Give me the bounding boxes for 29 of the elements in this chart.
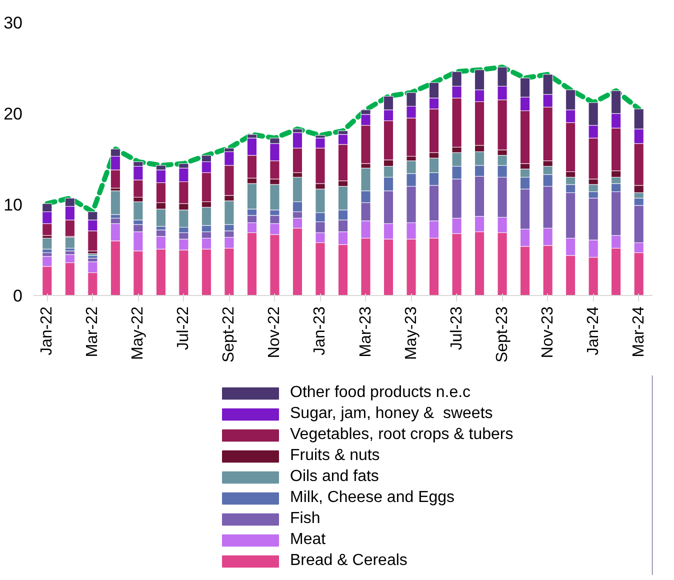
- x-tick-label: Mar-22: [84, 306, 102, 358]
- legend-label: Sugar, jam, honey & sweets: [290, 405, 493, 423]
- x-tick-label: Sept-23: [494, 306, 511, 363]
- x-tick-label: Jan-23: [312, 306, 329, 356]
- x-tick-label: May-23: [402, 306, 420, 360]
- x-tick-label: Jan-24: [584, 306, 602, 356]
- x-tick-label: Nov-22: [266, 306, 284, 358]
- legend-label: Fruits & nuts: [290, 447, 380, 465]
- y-tick-label: 20: [4, 104, 23, 124]
- x-tick-label: Jul-22: [175, 306, 192, 350]
- x-tick-label: Sept-22: [220, 306, 238, 363]
- y-tick-label: 0: [13, 286, 23, 306]
- y-tick-label: 10: [4, 196, 23, 214]
- x-tick-label: May-22: [130, 306, 147, 360]
- legend-label: Other food products n.e.c: [290, 384, 471, 402]
- x-tick-label: Jul-23: [448, 306, 466, 350]
- legend-label: Vegetables, root crops & tubers: [290, 426, 514, 444]
- legend-label: Bread & Cereals: [290, 552, 408, 570]
- bar: [110, 190, 120, 215]
- bar: [42, 238, 52, 250]
- y-tick-label: 30: [4, 14, 23, 32]
- x-tick-label: Mar-24: [630, 306, 648, 358]
- legend-label: Fish: [290, 510, 320, 528]
- legend-label: Oils and fats: [290, 468, 379, 486]
- legend-label: Milk, Cheese and Eggs: [290, 489, 455, 507]
- x-tick-label: Nov-23: [539, 306, 556, 358]
- legend-label: Meat: [290, 531, 326, 549]
- x-tick-label: Jan-22: [38, 306, 56, 356]
- x-tick-label: Mar-23: [357, 306, 374, 358]
